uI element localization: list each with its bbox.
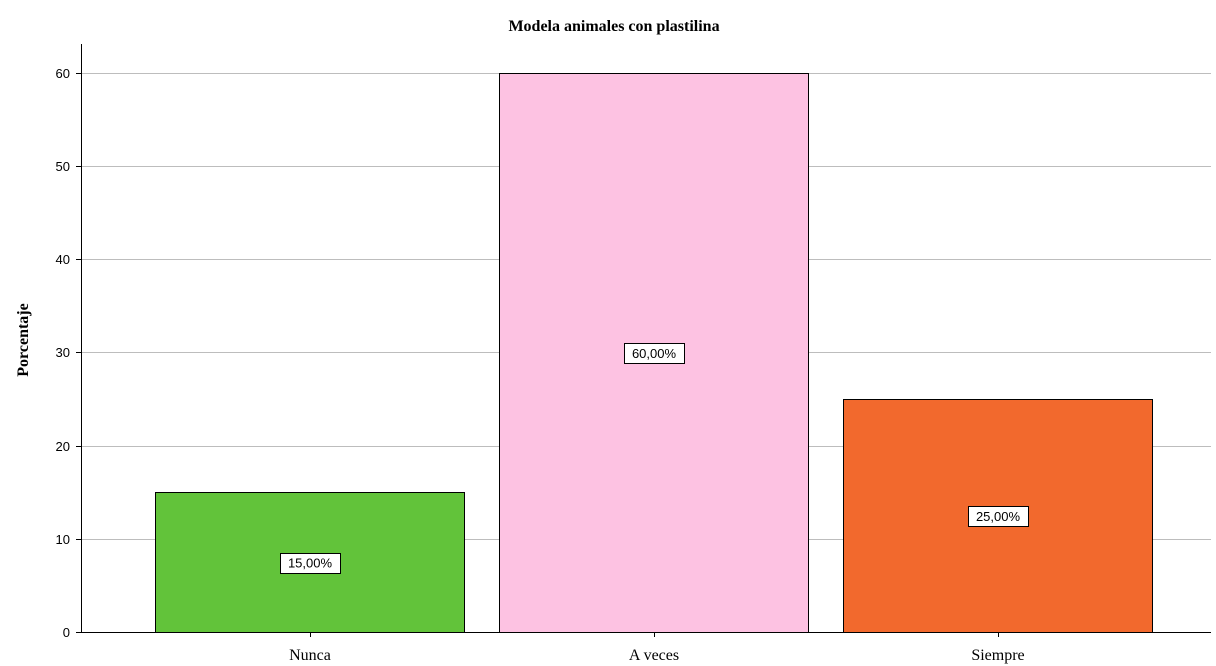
x-tick-label-siempre: Siempre xyxy=(971,647,1024,664)
x-tick-labels: Nunca A veces Siempre xyxy=(289,647,1025,664)
chart-title: Modela animales con plastilina xyxy=(508,18,719,35)
y-tick-labels: 0 10 20 30 40 50 60 xyxy=(56,66,70,640)
y-tick-label-0: 0 xyxy=(63,625,70,640)
bars xyxy=(155,73,1153,633)
y-tick-label-50: 50 xyxy=(56,159,70,174)
data-label-box-a-veces xyxy=(624,343,685,364)
data-label-box-siempre xyxy=(968,506,1029,527)
data-label-box-nunca xyxy=(280,553,341,574)
y-tick-label-10: 10 xyxy=(56,532,70,547)
y-tick-label-40: 40 xyxy=(56,252,70,267)
y-axis-label: Porcentaje xyxy=(15,303,32,376)
data-label-siempre: 25,00% xyxy=(976,509,1021,524)
y-tick-label-60: 60 xyxy=(56,66,70,81)
x-tick-label-a-veces: A veces xyxy=(629,647,679,664)
data-label-nunca: 15,00% xyxy=(288,556,333,571)
data-labels: 15,00% 60,00% 25,00% xyxy=(280,343,1029,574)
x-tick-label-nunca: Nunca xyxy=(289,647,331,664)
y-tick-label-20: 20 xyxy=(56,439,70,454)
data-label-a-veces: 60,00% xyxy=(632,346,677,361)
y-tick-label-30: 30 xyxy=(56,345,70,360)
